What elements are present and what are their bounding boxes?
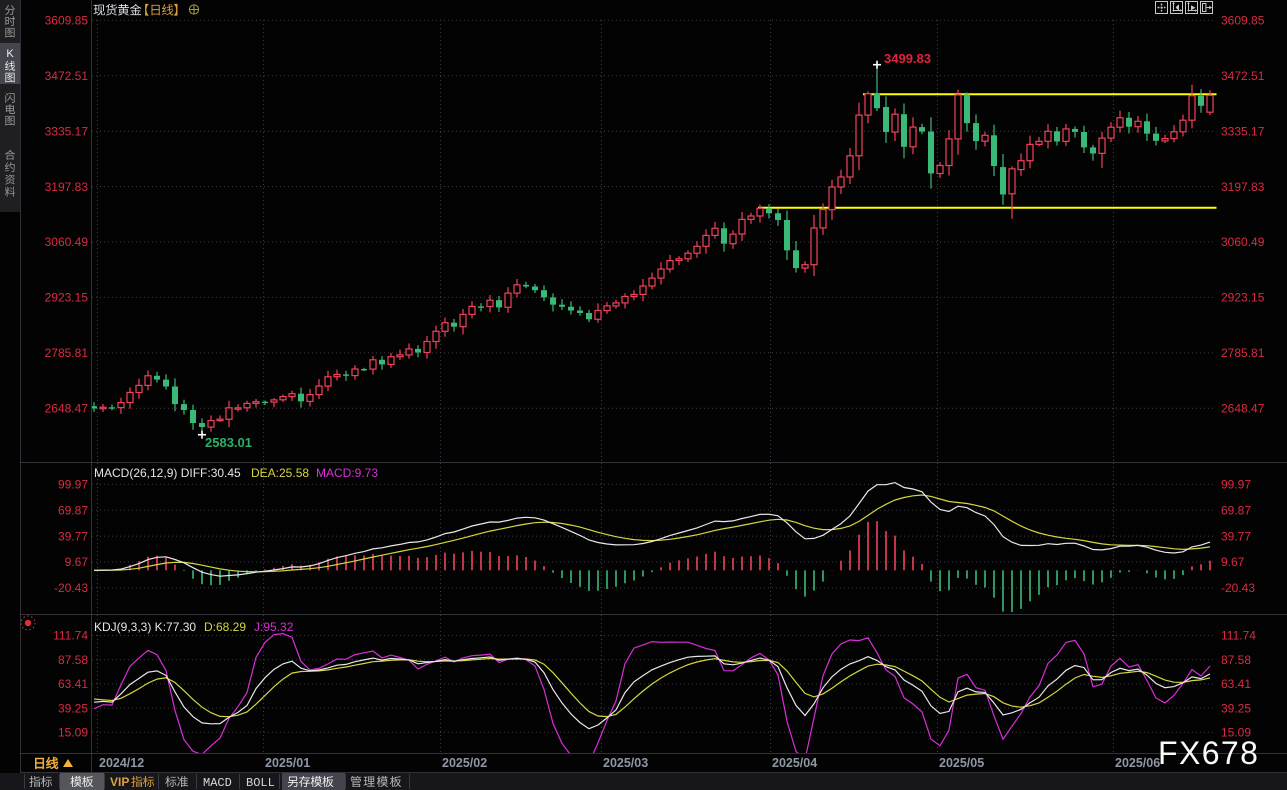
svg-text:39.25: 39.25 (58, 701, 88, 715)
svg-text:DEA:25.58: DEA:25.58 (251, 466, 309, 480)
svg-text:2025/05: 2025/05 (939, 756, 984, 770)
svg-text:KDJ(9,3,3) K:77.30: KDJ(9,3,3) K:77.30 (94, 620, 196, 634)
svg-text:2648.47: 2648.47 (1221, 402, 1265, 416)
svg-text:2785.81: 2785.81 (1221, 346, 1265, 360)
svg-text:3335.17: 3335.17 (45, 124, 89, 138)
svg-text:-20.43: -20.43 (1221, 581, 1255, 595)
svg-text:J:95.32: J:95.32 (254, 620, 294, 634)
svg-text:87.58: 87.58 (58, 653, 88, 667)
svg-text:3197.83: 3197.83 (1221, 180, 1265, 194)
svg-text:D:68.29: D:68.29 (204, 620, 246, 634)
svg-text:3609.85: 3609.85 (45, 14, 89, 28)
svg-text:39.77: 39.77 (1221, 529, 1251, 543)
svg-text:3060.49: 3060.49 (45, 235, 89, 249)
svg-text:FX678: FX678 (1158, 735, 1259, 771)
svg-text:111.74: 111.74 (1221, 629, 1256, 643)
svg-text:MACD: MACD (203, 776, 232, 790)
svg-text:99.97: 99.97 (58, 478, 88, 492)
svg-text:87.58: 87.58 (1221, 653, 1251, 667)
svg-text:15.09: 15.09 (1221, 726, 1251, 740)
svg-text:VIP: VIP (110, 775, 129, 789)
svg-text:2025/02: 2025/02 (442, 756, 487, 770)
svg-text:2025/03: 2025/03 (603, 756, 648, 770)
svg-text:2785.81: 2785.81 (45, 346, 89, 360)
svg-text:-20.43: -20.43 (54, 581, 88, 595)
svg-text:63.41: 63.41 (58, 677, 88, 691)
svg-text:MACD(26,12,9) DIFF:30.45: MACD(26,12,9) DIFF:30.45 (94, 466, 241, 480)
svg-text:MACD:9.73: MACD:9.73 (316, 466, 378, 480)
svg-text:15.09: 15.09 (58, 726, 88, 740)
svg-text:2583.01: 2583.01 (205, 435, 252, 450)
svg-text:3060.49: 3060.49 (1221, 235, 1265, 249)
svg-text:3609.85: 3609.85 (1221, 14, 1265, 28)
svg-text:3335.17: 3335.17 (1221, 124, 1265, 138)
svg-text:3499.83: 3499.83 (884, 51, 931, 66)
svg-text:3197.83: 3197.83 (45, 180, 89, 194)
svg-text:9.67: 9.67 (65, 555, 89, 569)
svg-text:3472.51: 3472.51 (1221, 69, 1265, 83)
svg-text:2025/04: 2025/04 (772, 756, 817, 770)
svg-text:2923.15: 2923.15 (45, 291, 89, 305)
svg-text:2025/06: 2025/06 (1115, 756, 1160, 770)
svg-text:BOLL: BOLL (246, 776, 275, 790)
svg-text:2025/01: 2025/01 (265, 756, 310, 770)
svg-text:39.25: 39.25 (1221, 701, 1251, 715)
svg-text:2024/12: 2024/12 (99, 756, 144, 770)
svg-text:69.87: 69.87 (58, 503, 88, 517)
svg-text:3472.51: 3472.51 (45, 69, 89, 83)
svg-text:99.97: 99.97 (1221, 478, 1251, 492)
svg-text:39.77: 39.77 (58, 529, 88, 543)
svg-text:2648.47: 2648.47 (45, 402, 89, 416)
svg-text:63.41: 63.41 (1221, 677, 1251, 691)
svg-text:111.74: 111.74 (53, 629, 88, 643)
svg-text:2923.15: 2923.15 (1221, 291, 1265, 305)
svg-text:69.87: 69.87 (1221, 503, 1251, 517)
svg-text:9.67: 9.67 (1221, 555, 1245, 569)
svg-text:K: K (6, 48, 14, 60)
